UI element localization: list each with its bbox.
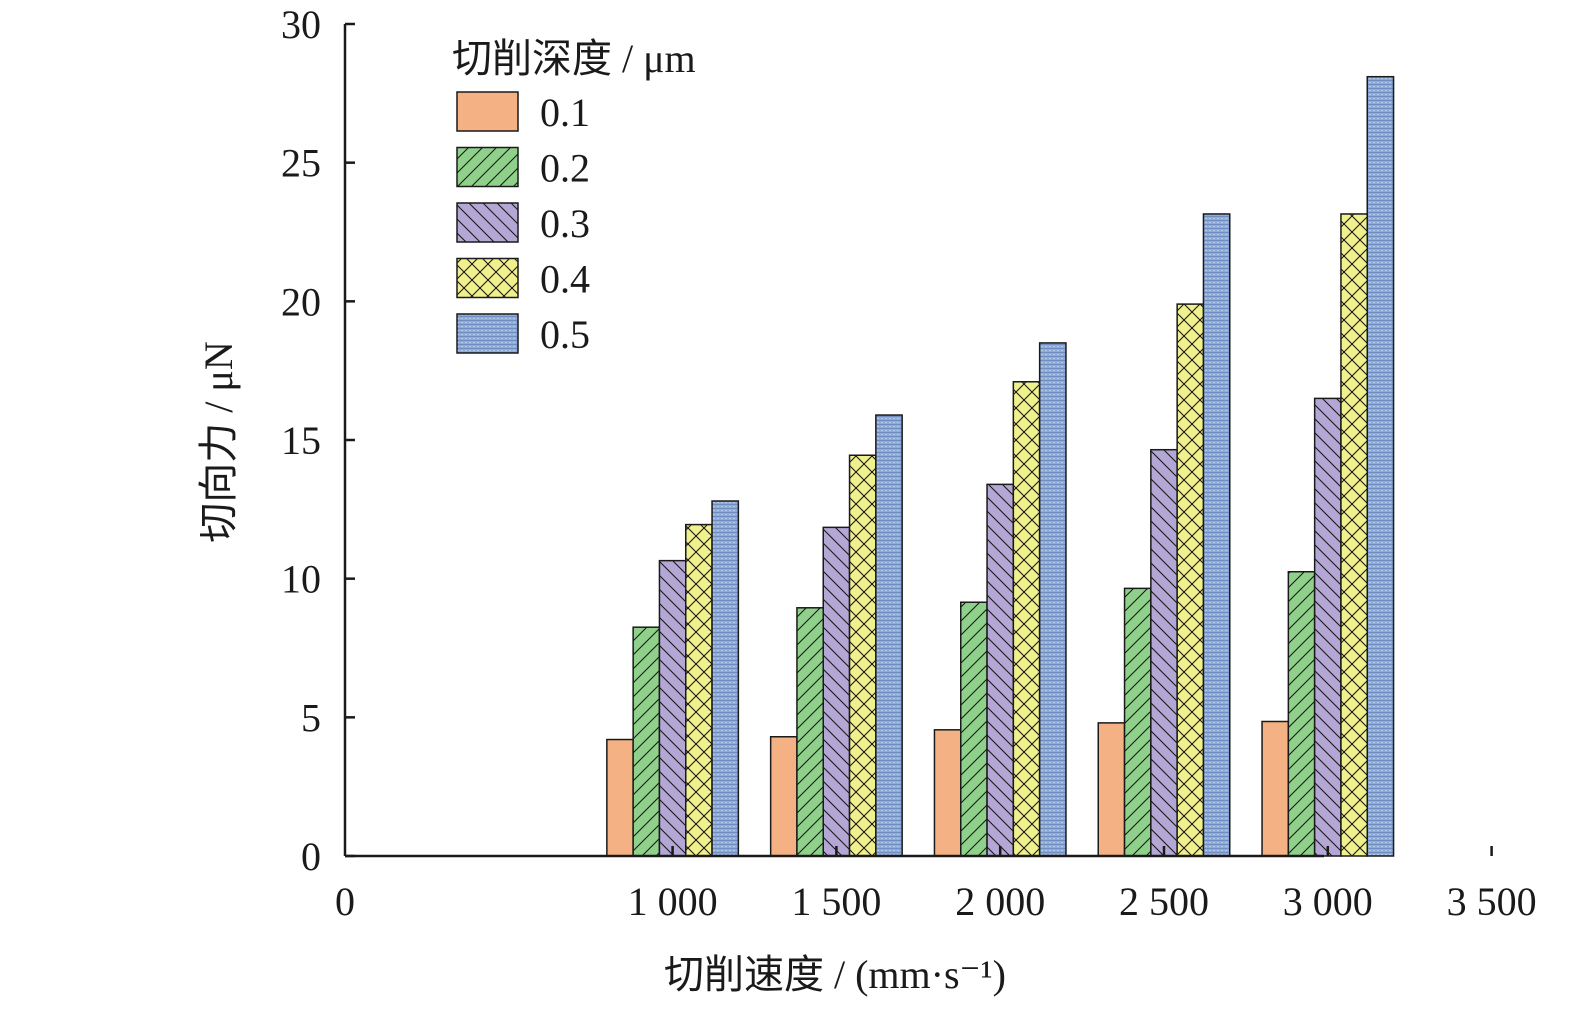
- legend-swatch-0.5: [456, 313, 519, 354]
- legend-label-0.1: 0.1: [540, 90, 590, 135]
- legend: 切削深度 / μm 0.1 0.2 0.3 0.4 0.5: [452, 36, 696, 357]
- bar-0.3-2000: [986, 483, 1015, 857]
- y-tick-label: 5: [301, 695, 321, 740]
- bar-0.2-2500: [1123, 587, 1152, 857]
- bar-0.1-1500: [769, 735, 798, 857]
- x-tick-label: 3 000: [1283, 879, 1373, 924]
- bar-0.2-2000: [960, 601, 988, 857]
- legend-title: 切削深度 / μm: [452, 36, 696, 81]
- x-tick-label: 1 000: [628, 879, 718, 924]
- bar-0.3-1000: [658, 559, 687, 857]
- legend-swatch-0.4: [456, 257, 519, 299]
- x-ticks: 0 1 000 1 500 2 000 2 500 3 000 3 500: [335, 846, 1537, 924]
- legend-label-0.3: 0.3: [540, 201, 590, 246]
- bar-0.2-1000: [632, 626, 661, 857]
- bar-0.4-2000: [1012, 381, 1041, 857]
- y-tick-label: 10: [281, 557, 321, 602]
- bar-0.4-2500: [1176, 303, 1205, 857]
- bar-0.3-2500: [1150, 448, 1178, 857]
- bar-0.1-2500: [1097, 722, 1126, 857]
- y-axis-title: 切向力 / μN: [196, 341, 241, 542]
- bar-0.4-1000: [685, 523, 713, 857]
- y-tick-label: 30: [281, 2, 321, 47]
- legend-swatch-0.3: [456, 202, 519, 243]
- x-tick-label: 0: [335, 879, 355, 924]
- bar-0.5-2500: [1202, 213, 1231, 857]
- bar-0.4-3000: [1340, 213, 1368, 857]
- y-tick-label: 15: [281, 418, 321, 463]
- legend-label-0.4: 0.4: [540, 257, 590, 302]
- bar-0.5-1500: [875, 414, 903, 857]
- bar-0.2-1500: [796, 607, 825, 857]
- x-tick-label: 3 500: [1447, 879, 1537, 924]
- bar-0.3-3000: [1313, 397, 1342, 857]
- y-tick-label: 25: [281, 141, 321, 186]
- y-tick-label: 0: [301, 834, 321, 879]
- bar-0.5-1000: [711, 500, 740, 857]
- bar-0.2-3000: [1287, 570, 1316, 857]
- bar-0.3-1500: [822, 526, 851, 857]
- x-tick-label: 2 000: [955, 879, 1045, 924]
- legend-label-0.5: 0.5: [540, 312, 590, 357]
- bar-0.1-3000: [1261, 720, 1290, 857]
- x-tick-label: 1 500: [791, 879, 881, 924]
- bar-0.1-1000: [606, 738, 634, 857]
- legend-label-0.2: 0.2: [540, 146, 590, 191]
- bar-0.5-2000: [1038, 342, 1067, 857]
- legend-items: 0.1 0.2 0.3 0.4 0.5: [456, 90, 590, 357]
- legend-swatch-0.1: [456, 91, 519, 132]
- x-tick-label: 2 500: [1119, 879, 1209, 924]
- x-axis-title: 切削速度 / (mm·s⁻¹): [664, 952, 1006, 997]
- bar-0.5-3000: [1366, 75, 1395, 857]
- y-ticks: 0 5 10 15 20 25 30: [281, 2, 355, 879]
- bars: [606, 75, 1395, 857]
- bar-0.1-2000: [933, 729, 962, 857]
- y-tick-label: 20: [281, 279, 321, 324]
- legend-swatch-0.2: [456, 146, 519, 188]
- bar-0.4-1500: [848, 454, 877, 857]
